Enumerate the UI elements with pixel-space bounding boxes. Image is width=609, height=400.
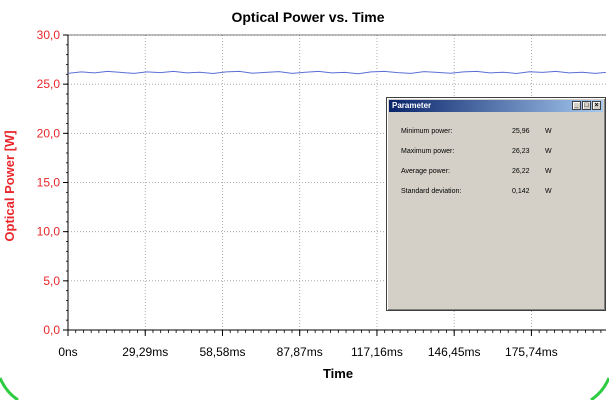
x-axis-label: Time — [323, 366, 353, 381]
param-value: 25,96 — [512, 128, 530, 135]
frame-border-left — [0, 377, 19, 400]
parameter-window-titlebar[interactable]: Parameter _ □ × — [389, 100, 603, 112]
parameter-window-title: Parameter — [392, 101, 432, 110]
parameter-window[interactable]: Parameter _ □ × Minimum power: 25,96 W M… — [386, 97, 606, 311]
param-label: Minimum power: — [401, 128, 453, 135]
param-unit: W — [545, 128, 552, 135]
param-row-average: Average power: 26,22 W — [397, 168, 595, 188]
x-tick-label: 0ns — [58, 345, 77, 359]
param-unit: W — [545, 168, 552, 175]
param-label: Maximum power: — [401, 148, 455, 155]
maximize-icon[interactable]: □ — [582, 101, 591, 110]
y-tick-label: 25,0 — [37, 77, 61, 91]
axes — [63, 34, 606, 336]
param-row-max: Maximum power: 26,23 W — [397, 148, 595, 168]
param-label: Average power: — [401, 168, 450, 175]
param-unit: W — [545, 188, 552, 195]
x-tick-label: 29,29ms — [122, 345, 168, 359]
y-tick-label: 10,0 — [37, 225, 61, 239]
x-tick-label: 146,45ms — [428, 345, 481, 359]
series-lines — [67, 70, 606, 75]
param-value: 26,23 — [512, 148, 530, 155]
param-label: Standard deviation: — [401, 188, 462, 195]
y-axis-label: Optical Power [W] — [2, 130, 17, 241]
y-tick-label: 20,0 — [37, 126, 61, 140]
param-row-stddev: Standard deviation: 0,142 W — [397, 188, 595, 208]
chart-title: Optical Power vs. Time — [231, 9, 384, 25]
y-tick-label: 15,0 — [37, 176, 61, 190]
param-unit: W — [545, 148, 552, 155]
y-tick-label: 5,0 — [43, 274, 60, 288]
minimize-icon[interactable]: _ — [572, 101, 581, 110]
param-value: 26,22 — [512, 168, 530, 175]
y-tick-label: 0,0 — [43, 323, 60, 337]
series-line-0 — [67, 70, 606, 75]
x-tick-label: 87,87ms — [277, 345, 323, 359]
parameter-list: Minimum power: 25,96 W Maximum power: 26… — [397, 128, 595, 208]
y-tick-label: 30,0 — [37, 28, 61, 42]
close-icon[interactable]: × — [592, 101, 601, 110]
x-tick-label: 58,58ms — [199, 345, 245, 359]
y-tick-labels: 0,0 5,0 10,0 15,0 20,0 25,0 30,0 — [37, 28, 61, 337]
param-value: 0,142 — [512, 188, 530, 195]
x-tick-labels: 0ns 29,29ms 58,58ms 87,87ms 117,16ms 146,45ms… — [58, 345, 557, 359]
x-tick-label: 117,16ms — [351, 345, 403, 359]
frame-border-right — [590, 377, 609, 400]
param-row-min: Minimum power: 25,96 W — [397, 128, 595, 148]
x-tick-label: 175,74ms — [505, 345, 558, 359]
